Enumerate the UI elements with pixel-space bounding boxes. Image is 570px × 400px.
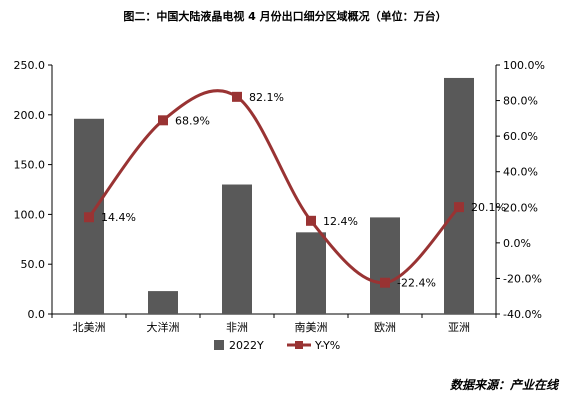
bar xyxy=(296,232,326,314)
yoy-data-label: 12.4% xyxy=(323,215,358,228)
yoy-marker xyxy=(306,215,316,226)
right-tick-label: -20.0% xyxy=(503,272,542,285)
left-tick-label: 200.0 xyxy=(14,109,46,122)
right-tick-label: -40.0% xyxy=(503,308,542,321)
legend-swatch-bar xyxy=(214,340,224,350)
yoy-line xyxy=(87,89,461,285)
yoy-data-label: -22.4% xyxy=(397,277,436,290)
source-note: 数据来源：产业在线 xyxy=(449,378,558,392)
yoy-marker xyxy=(454,202,464,213)
yoy-data-label: 20.1% xyxy=(471,201,506,214)
yoy-marker xyxy=(158,115,168,126)
left-tick-label: 100.0 xyxy=(14,208,46,221)
legend-label-bar: 2022Y xyxy=(229,339,264,352)
yoy-data-label: 14.4% xyxy=(101,211,136,224)
legend-swatch-marker xyxy=(295,341,303,349)
yoy-marker xyxy=(84,212,94,223)
yoy-marker xyxy=(232,91,242,102)
bar xyxy=(148,291,178,314)
left-tick-label: 250.0 xyxy=(14,59,46,72)
right-tick-label: 0.0% xyxy=(503,237,531,250)
left-tick-label: 50.0 xyxy=(21,258,46,271)
left-tick-label: 0.0 xyxy=(28,308,46,321)
yoy-data-label: 82.1% xyxy=(249,91,284,104)
right-tick-label: 80.0% xyxy=(503,95,538,108)
chart-title: 图二：中国大陆液晶电视 4 月份出口细分区域概况（单位：万台） xyxy=(123,10,447,23)
x-tick-label: 南美洲 xyxy=(295,321,328,334)
right-tick-label: 60.0% xyxy=(503,130,538,143)
x-tick-label: 大洋洲 xyxy=(147,320,180,334)
bar xyxy=(444,77,474,314)
legend-label-line: Y-Y% xyxy=(314,339,340,352)
left-tick-label: 150.0 xyxy=(14,159,46,172)
right-tick-label: 20.0% xyxy=(503,201,538,214)
yoy-data-label: 68.9% xyxy=(175,114,210,127)
bar xyxy=(370,217,400,314)
right-tick-label: 100.0% xyxy=(503,59,545,72)
bar xyxy=(222,184,252,314)
x-tick-label: 北美洲 xyxy=(73,321,106,334)
yoy-marker xyxy=(380,277,390,288)
x-tick-label: 非洲 xyxy=(226,321,248,334)
x-tick-label: 欧洲 xyxy=(374,321,396,334)
x-tick-label: 亚洲 xyxy=(448,321,470,334)
right-tick-label: 40.0% xyxy=(503,166,538,179)
